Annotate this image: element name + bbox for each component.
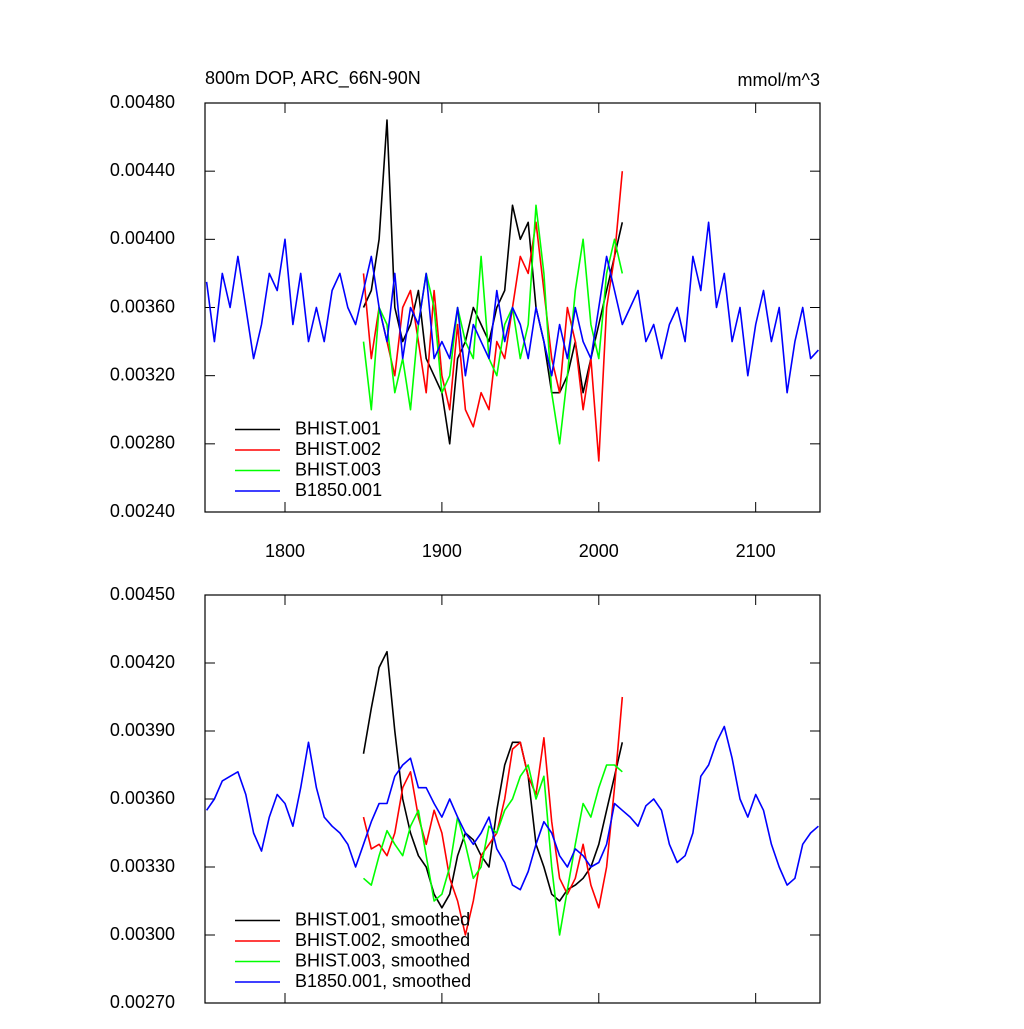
data-line bbox=[362, 171, 624, 462]
legend-label: BHIST.002 bbox=[295, 439, 381, 459]
data-line bbox=[205, 725, 819, 891]
legend-label: BHIST.001, smoothed bbox=[295, 909, 470, 929]
y-tick-label: 0.00480 bbox=[110, 92, 175, 112]
data-line bbox=[362, 650, 624, 909]
legend-label: BHIST.003 bbox=[295, 459, 381, 479]
y-tick-label: 0.00420 bbox=[110, 652, 175, 672]
data-line bbox=[362, 204, 624, 445]
y-tick-label: 0.00270 bbox=[110, 992, 175, 1012]
legend-label: B1850.001, smoothed bbox=[295, 971, 471, 991]
data-line bbox=[362, 696, 624, 936]
data-line bbox=[362, 764, 623, 936]
y-tick-label: 0.00400 bbox=[110, 228, 175, 248]
y-tick-label: 0.00280 bbox=[110, 433, 175, 453]
y-tick-label: 0.00240 bbox=[110, 501, 175, 521]
y-tick-label: 0.00360 bbox=[110, 788, 175, 808]
x-tick-label: 1900 bbox=[422, 541, 462, 561]
legend-label: B1850.001 bbox=[295, 480, 382, 500]
legend-label: BHIST.002, smoothed bbox=[295, 930, 470, 950]
x-tick-label: 2000 bbox=[579, 541, 619, 561]
legend-label: BHIST.001 bbox=[295, 418, 381, 438]
plot-frame bbox=[204, 594, 821, 1004]
x-tick-label: 2100 bbox=[736, 541, 776, 561]
x-tick-label: 1800 bbox=[265, 541, 305, 561]
y-tick-label: 0.00300 bbox=[110, 924, 175, 944]
y-tick-label: 0.00390 bbox=[110, 720, 175, 740]
data-line bbox=[205, 221, 819, 394]
y-tick-label: 0.00320 bbox=[110, 364, 175, 384]
legend-label: BHIST.003, smoothed bbox=[295, 950, 470, 970]
plot-frame bbox=[204, 102, 821, 513]
y-tick-label: 0.00330 bbox=[110, 856, 175, 876]
chart-title: 800m DOP, ARC_66N-90N bbox=[205, 68, 421, 89]
y-tick-label: 0.00440 bbox=[110, 160, 175, 180]
units-label: mmol/m^3 bbox=[738, 70, 820, 90]
y-tick-label: 0.00450 bbox=[110, 584, 175, 604]
data-line bbox=[362, 119, 624, 445]
y-tick-label: 0.00360 bbox=[110, 296, 175, 316]
